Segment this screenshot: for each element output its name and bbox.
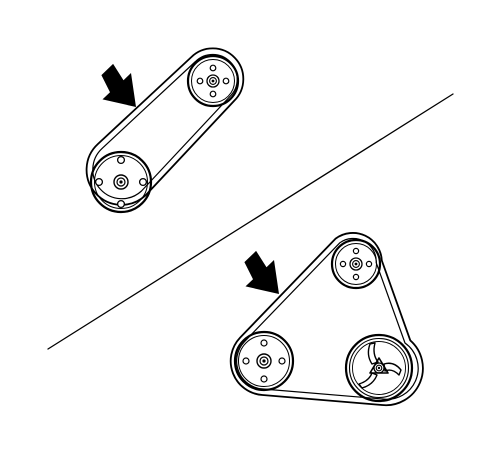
arrow-icon (101, 63, 136, 107)
bolt-hole (352, 273, 360, 281)
crankshaft-pulley (89, 150, 153, 214)
bolt-hole (339, 260, 347, 268)
two-pulley-layout (85, 47, 245, 214)
bolt-hole (138, 177, 148, 187)
bolt-hole (116, 199, 126, 209)
arrow-icon (244, 250, 279, 294)
bolt-hole (352, 247, 360, 255)
bolt-hole (278, 357, 286, 365)
bolt-hole (209, 90, 217, 98)
bolt-hole (365, 260, 373, 268)
diagonal-divider-line (47, 93, 454, 350)
bolt-hole (242, 357, 250, 365)
crankshaft-pulley (233, 330, 295, 392)
bolt-hole (260, 375, 268, 383)
bolt-hole (222, 77, 230, 85)
bolt-hole (260, 339, 268, 347)
bolt-hole (116, 155, 126, 165)
upper-pulley (330, 238, 382, 290)
tensioner-pulley (344, 333, 414, 403)
bolt-hole (94, 177, 104, 187)
three-pulley-layout (229, 232, 424, 407)
upper-pulley (186, 54, 240, 108)
bolt-hole (209, 64, 217, 72)
bolt-hole (196, 77, 204, 85)
